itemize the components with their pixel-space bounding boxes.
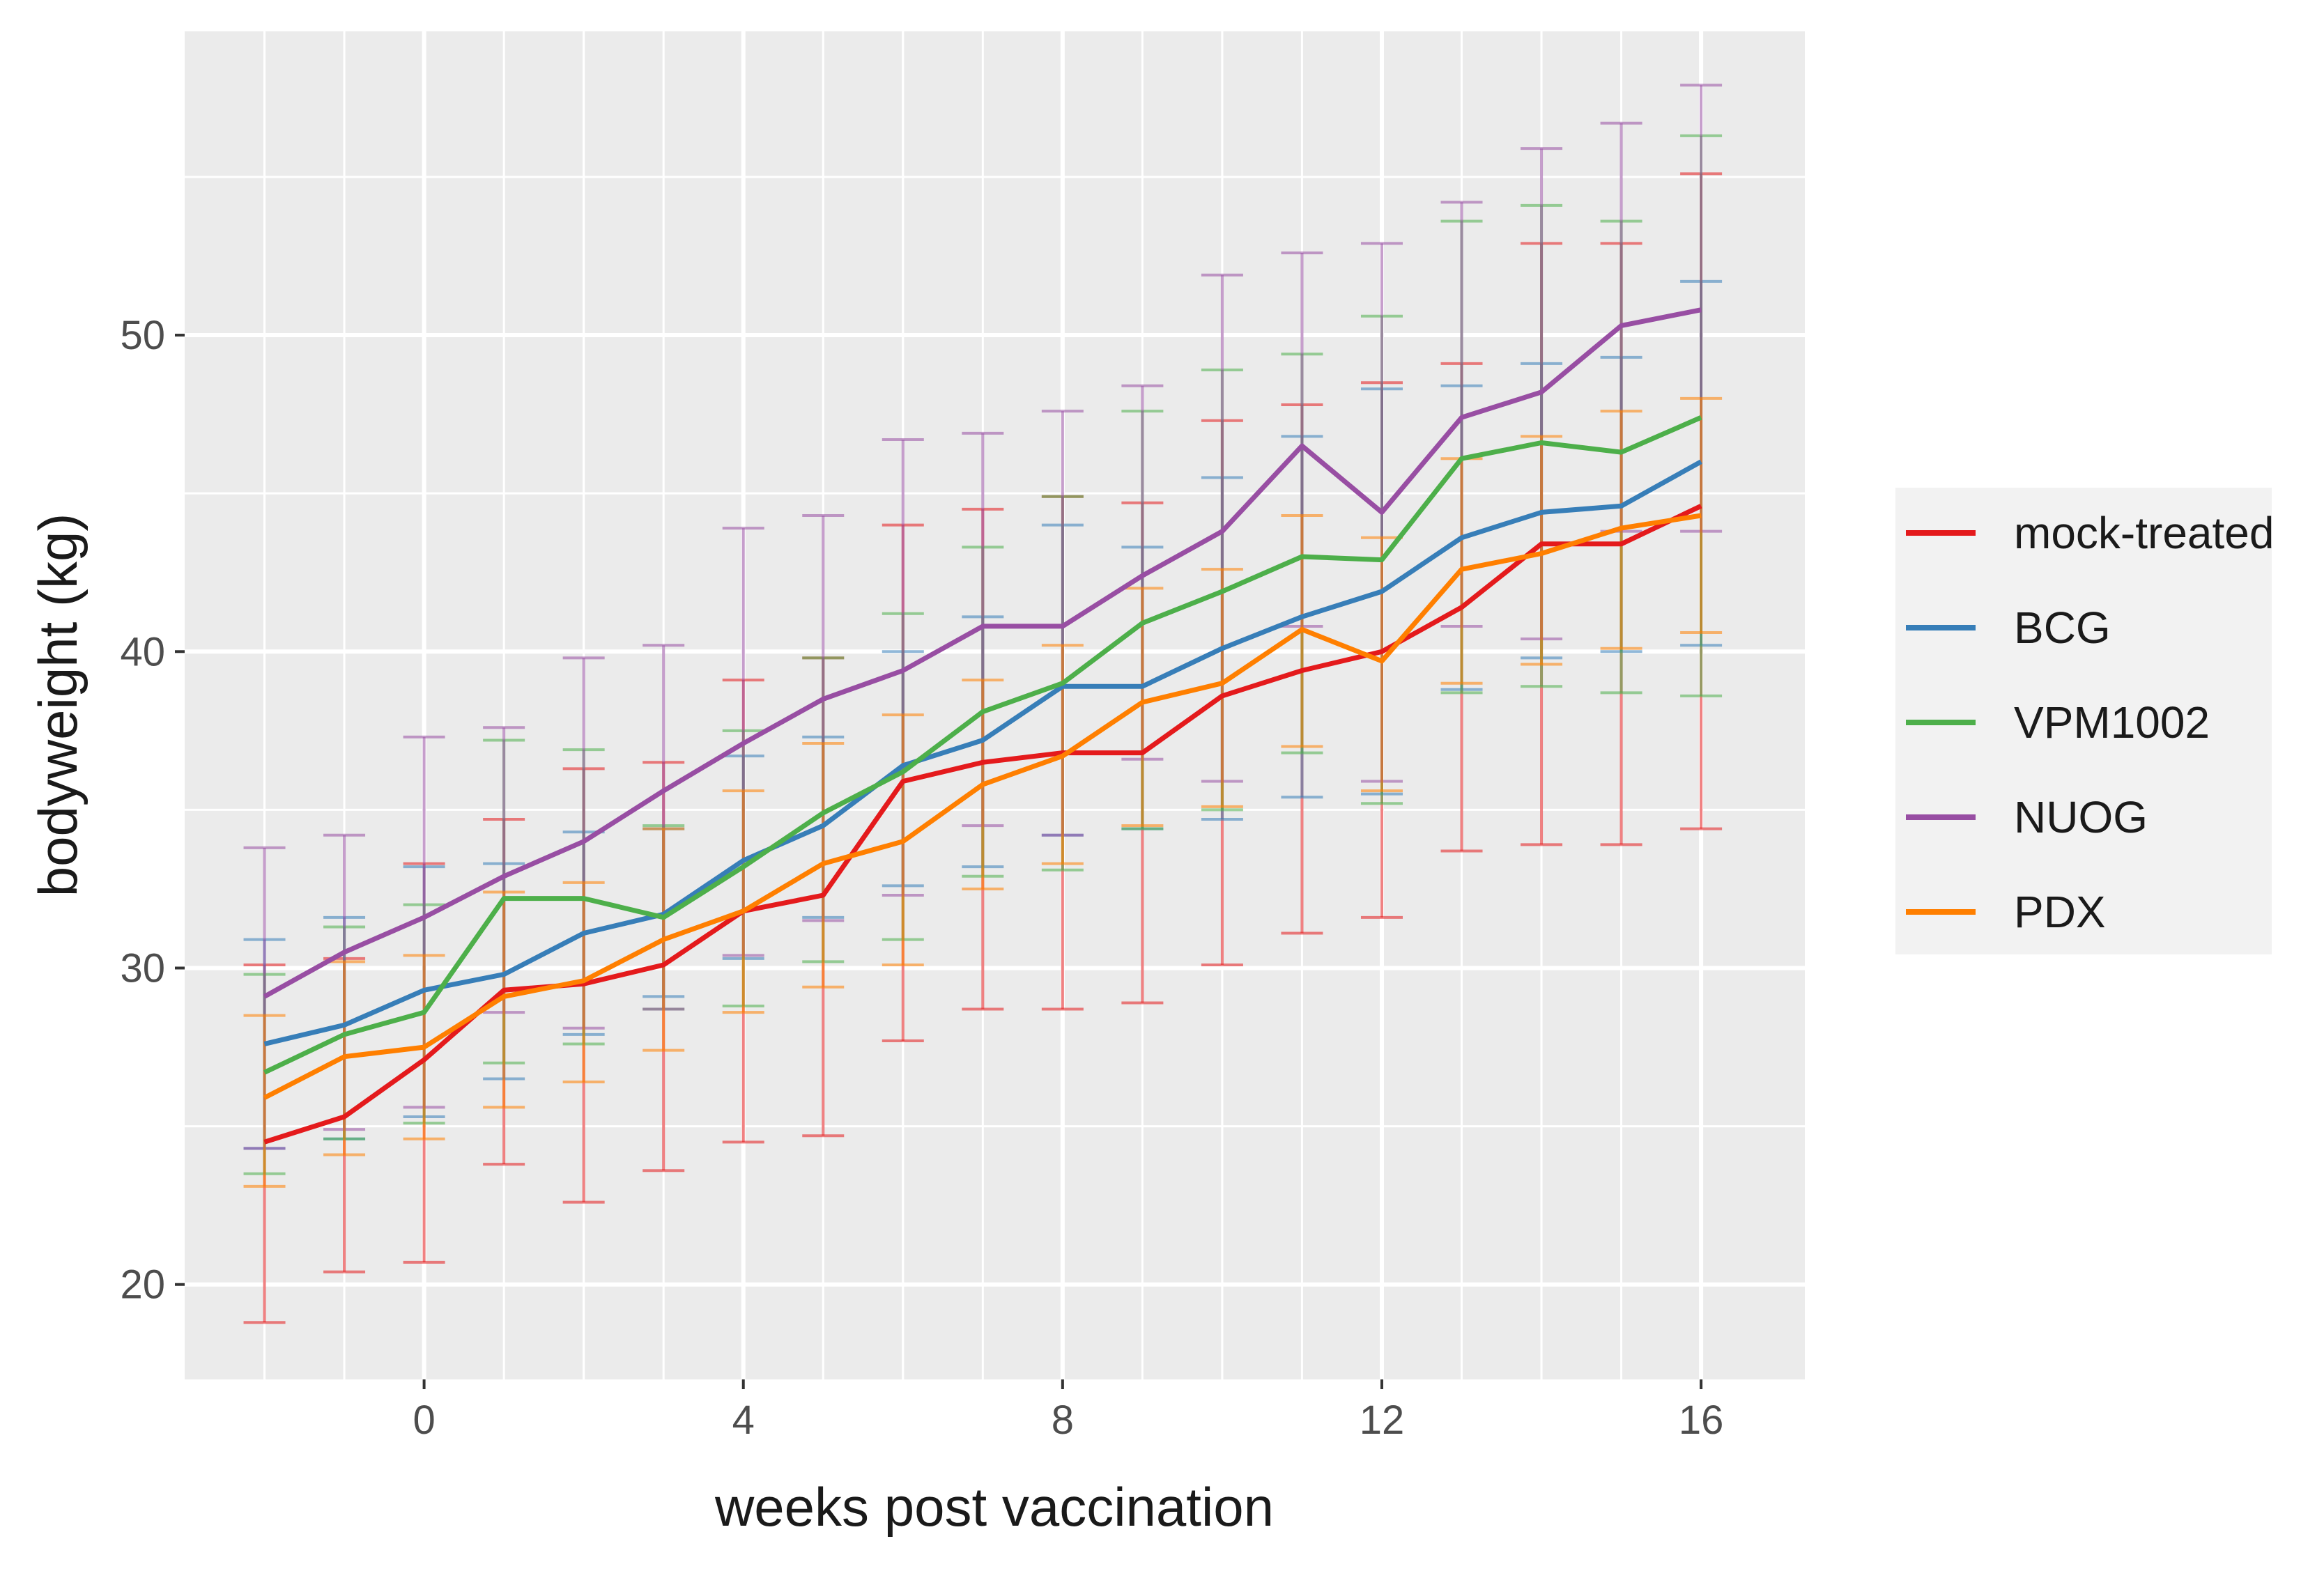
legend: mock-treated BCG VPM1002 NUOG PDX xyxy=(1895,488,2274,954)
series-line-vpm1002 xyxy=(263,415,1702,1075)
legend-label-vpm1002: VPM1002 xyxy=(2014,697,2210,748)
x-axis: 0 4 8 12 16 xyxy=(413,1379,1723,1443)
legend-label-bcg: BCG xyxy=(2014,603,2111,653)
y-axis-title: bodyweight (kg) xyxy=(27,513,89,897)
y-tick-label: 40 xyxy=(120,629,165,674)
y-tick-label: 20 xyxy=(120,1262,165,1308)
x-tick-label: 12 xyxy=(1360,1398,1405,1443)
x-axis-title: weeks post vaccination xyxy=(714,1476,1274,1538)
error-bar-group xyxy=(243,396,1723,1188)
series-line-pdx xyxy=(263,513,1702,1100)
series-line-bcg xyxy=(263,459,1702,1046)
x-tick-label: 4 xyxy=(732,1398,755,1443)
y-tick-label: 50 xyxy=(120,313,165,358)
legend-label-mock-treated: mock-treated xyxy=(2014,508,2274,558)
legend-label-pdx: PDX xyxy=(2014,887,2106,937)
series-lines xyxy=(263,307,1702,1145)
legend-label-nuog: NUOG xyxy=(2014,792,2148,842)
x-tick-label: 0 xyxy=(413,1398,435,1443)
series-line-mock-treated xyxy=(263,504,1702,1145)
x-tick-label: 16 xyxy=(1679,1398,1724,1443)
y-tick-label: 30 xyxy=(120,946,165,991)
x-tick-label: 8 xyxy=(1052,1398,1074,1443)
y-axis: 20 30 40 50 xyxy=(120,313,185,1308)
series-line-nuog xyxy=(263,307,1702,999)
